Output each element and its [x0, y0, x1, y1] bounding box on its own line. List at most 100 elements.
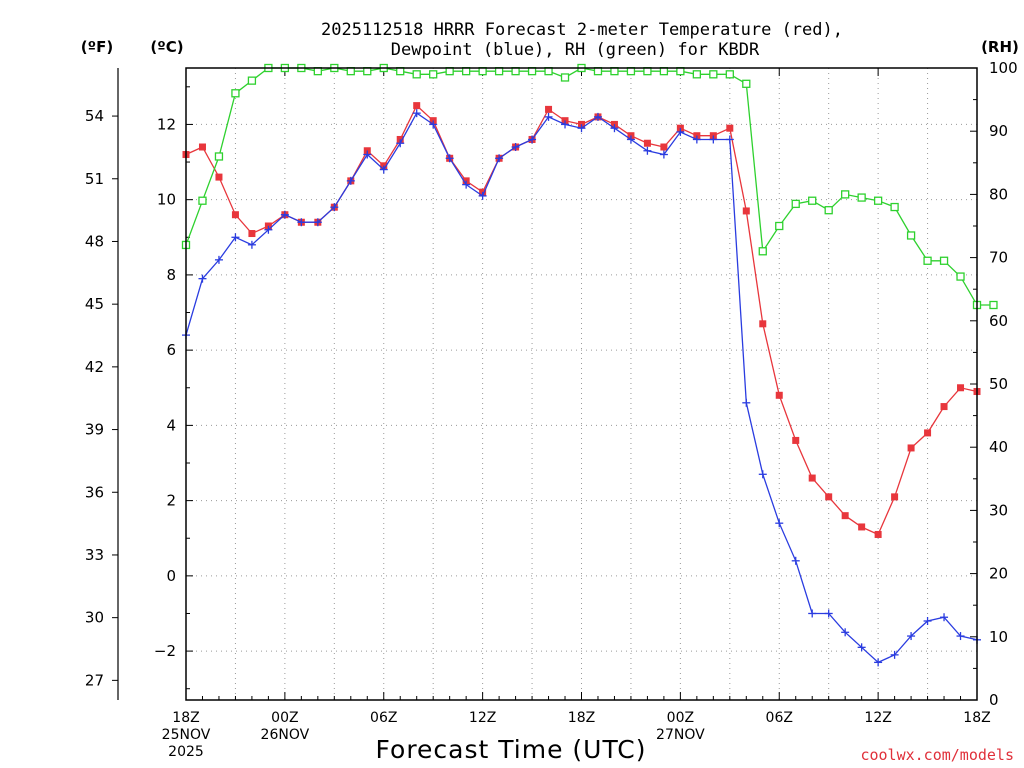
celsius-tick-label: 6	[166, 341, 176, 359]
x-tick-label: 2025	[168, 744, 204, 760]
x-tick-label: 00Z	[271, 710, 298, 726]
rh-tick-label: 80	[989, 185, 1008, 203]
rh-line	[185, 67, 994, 306]
dewpoint-point	[264, 225, 273, 234]
x-tick-label: 18Z	[963, 710, 990, 726]
rh-point	[429, 70, 438, 79]
rh-tick-label: 40	[989, 438, 1008, 456]
temperature-point	[231, 211, 239, 219]
x-tick-label: 06Z	[766, 710, 793, 726]
temperature-point	[874, 530, 882, 538]
chart-title: 2025112518 HRRR Forecast 2-meter Tempera…	[321, 20, 843, 40]
rh-unit-label: (RH)	[981, 38, 1019, 56]
dewpoint-point	[610, 124, 619, 133]
x-axis-label: Forecast Time (UTC)	[376, 735, 647, 764]
rh-point	[873, 196, 883, 205]
rh-point	[808, 196, 817, 205]
dewpoint-point	[511, 143, 520, 151]
celsius-tick-label: 2	[166, 492, 176, 510]
celsius-tick-label: −2	[154, 642, 176, 660]
dewpoint-point	[462, 180, 471, 189]
temperature-point	[215, 173, 223, 181]
x-tick-label: 18Z	[172, 710, 199, 726]
dewpoint-point	[231, 233, 240, 242]
rh-tick-label: 50	[989, 375, 1008, 393]
temperature-point	[858, 523, 866, 531]
axes: 121086420−254514845423936333027100908070…	[85, 59, 1018, 760]
x-tick-label: 26NOV	[261, 727, 310, 743]
rh-tick-label: 90	[989, 122, 1008, 140]
dewpoint-point	[890, 650, 899, 659]
dewpoint-point	[758, 470, 767, 479]
fahrenheit-tick-label: 54	[85, 107, 104, 125]
fahrenheit-tick-label: 33	[85, 546, 104, 564]
dewpoint-point	[577, 124, 586, 133]
temperature-point	[808, 474, 816, 482]
rh-point	[939, 256, 949, 265]
dewpoint-point	[841, 628, 850, 637]
rh-point	[791, 199, 800, 209]
dewpoint-point	[412, 109, 421, 118]
dewpoint-point	[940, 613, 949, 622]
dewpoint-point	[247, 240, 256, 249]
dewpoint-point	[857, 643, 866, 652]
fahrenheit-tick-label: 51	[85, 170, 104, 188]
dewpoint-point	[593, 112, 602, 121]
temperature-point	[545, 105, 553, 113]
dewpoint-point	[692, 135, 701, 144]
temperature-point	[841, 512, 849, 520]
dewpoint-point	[626, 135, 635, 144]
rh-point	[758, 247, 767, 256]
rh-point	[214, 152, 224, 161]
celsius-tick-label: 8	[166, 266, 176, 284]
dewpoint-point	[429, 120, 438, 129]
dewpoint-point	[379, 165, 388, 174]
fahrenheit-tick-label: 42	[85, 358, 104, 376]
rh-point	[560, 73, 570, 82]
temperature-point	[759, 320, 767, 328]
dewpoint-point	[313, 218, 322, 227]
rh-point	[923, 256, 932, 265]
dewpoint-point	[725, 135, 734, 144]
dewpoint-point	[923, 617, 932, 625]
series	[181, 63, 998, 667]
rh-point	[956, 272, 965, 281]
dewpoint-point	[330, 203, 339, 212]
dewpoint-point	[808, 609, 817, 618]
dewpoint-point	[198, 274, 207, 283]
dewpoint-point	[280, 210, 289, 219]
temperature-point	[957, 384, 965, 392]
temperature-point	[643, 139, 651, 147]
temperature-point	[825, 493, 833, 501]
rh-tick-label: 60	[989, 312, 1008, 330]
dewpoint-point	[478, 191, 487, 200]
rh-point	[857, 193, 866, 202]
rh-point	[231, 89, 240, 98]
temperature-point	[940, 403, 948, 411]
chart-subtitle: Dewpoint (blue), RH (green) for KBDR	[391, 40, 760, 60]
fahrenheit-tick-label: 45	[85, 295, 104, 313]
rh-tick-label: 30	[989, 501, 1008, 519]
dewpoint-point	[742, 398, 751, 407]
dewpoint-point	[363, 150, 372, 159]
fahrenheit-tick-label: 48	[85, 232, 104, 250]
dewpoint-point	[445, 154, 454, 163]
rh-point	[890, 202, 899, 212]
rh-point	[742, 79, 751, 88]
credit-text: coolwx.com/models	[860, 746, 1014, 764]
dewpoint-point	[346, 176, 355, 185]
dewpoint-point	[528, 135, 537, 144]
temperature-point	[742, 207, 750, 215]
dewpoint-point	[495, 154, 504, 163]
rh-tick-label: 0	[989, 691, 999, 709]
dewpoint-point	[214, 255, 223, 264]
dewpoint-point	[561, 120, 570, 129]
temperature-point	[891, 493, 899, 501]
dewpoint-point	[659, 150, 668, 159]
celsius-tick-label: 10	[157, 191, 176, 209]
temperature-point	[792, 436, 800, 444]
rh-point	[989, 300, 998, 310]
dewpoint-point	[297, 218, 306, 227]
celsius-tick-label: 12	[157, 115, 176, 133]
